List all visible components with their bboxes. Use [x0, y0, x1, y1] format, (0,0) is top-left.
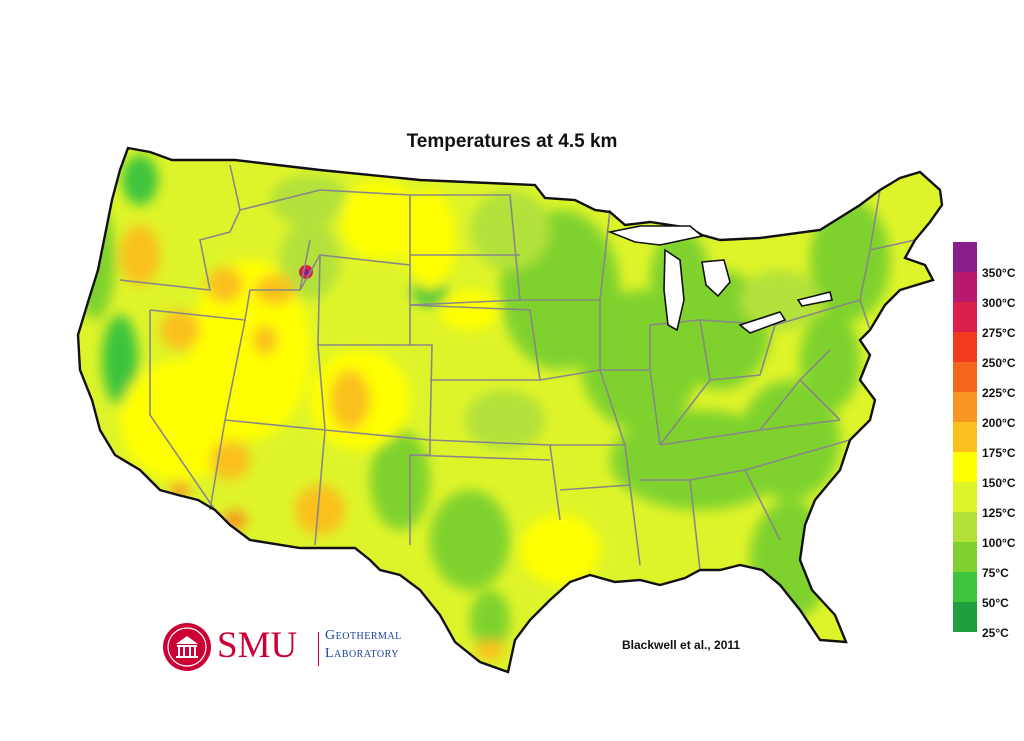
legend-swatch [953, 452, 977, 482]
temperature-legend: 350°C 300°C 275°C 250°C 225°C 200°C 175°C 150°C… [953, 240, 1023, 640]
legend-swatch [953, 542, 977, 572]
map-title: Temperatures at 4.5 km [406, 131, 618, 152]
legend-label: 25°C [982, 626, 1009, 640]
legend-label: 225°C [982, 386, 1016, 400]
legend-swatch [953, 392, 977, 422]
logo-line1: Geothermal [325, 628, 402, 643]
legend-swatch [953, 242, 977, 272]
great-lakes [607, 225, 833, 334]
legend-swatch [953, 332, 977, 362]
legend-label: 350°C [982, 266, 1016, 280]
legend-label: 125°C [982, 506, 1016, 520]
legend-swatch [953, 362, 977, 392]
legend-label: 175°C [982, 446, 1016, 460]
legend-label: 300°C [982, 296, 1016, 310]
legend-label: 100°C [982, 536, 1016, 550]
legend-swatch [953, 272, 977, 302]
legend-swatch [953, 422, 977, 452]
credit-text: Blackwell et al., 2011 [622, 638, 741, 652]
smu-seal-icon [163, 623, 211, 671]
legend-swatch [953, 512, 977, 542]
legend-label: 150°C [982, 476, 1016, 490]
legend-label: 250°C [982, 356, 1016, 370]
legend-swatch [953, 572, 977, 602]
temperature-field [78, 148, 942, 672]
state-borders [119, 164, 916, 571]
legend-swatch [953, 482, 977, 512]
legend-label: 75°C [982, 566, 1009, 580]
logo-brand: SMU [217, 625, 298, 666]
legend-label: 200°C [982, 416, 1016, 430]
legend-label: 50°C [982, 596, 1009, 610]
legend-label: 275°C [982, 326, 1016, 340]
legend-swatch [953, 302, 977, 332]
logo-line2: Laboratory [325, 646, 399, 661]
logo-divider [318, 632, 319, 666]
legend-swatch [953, 602, 977, 632]
